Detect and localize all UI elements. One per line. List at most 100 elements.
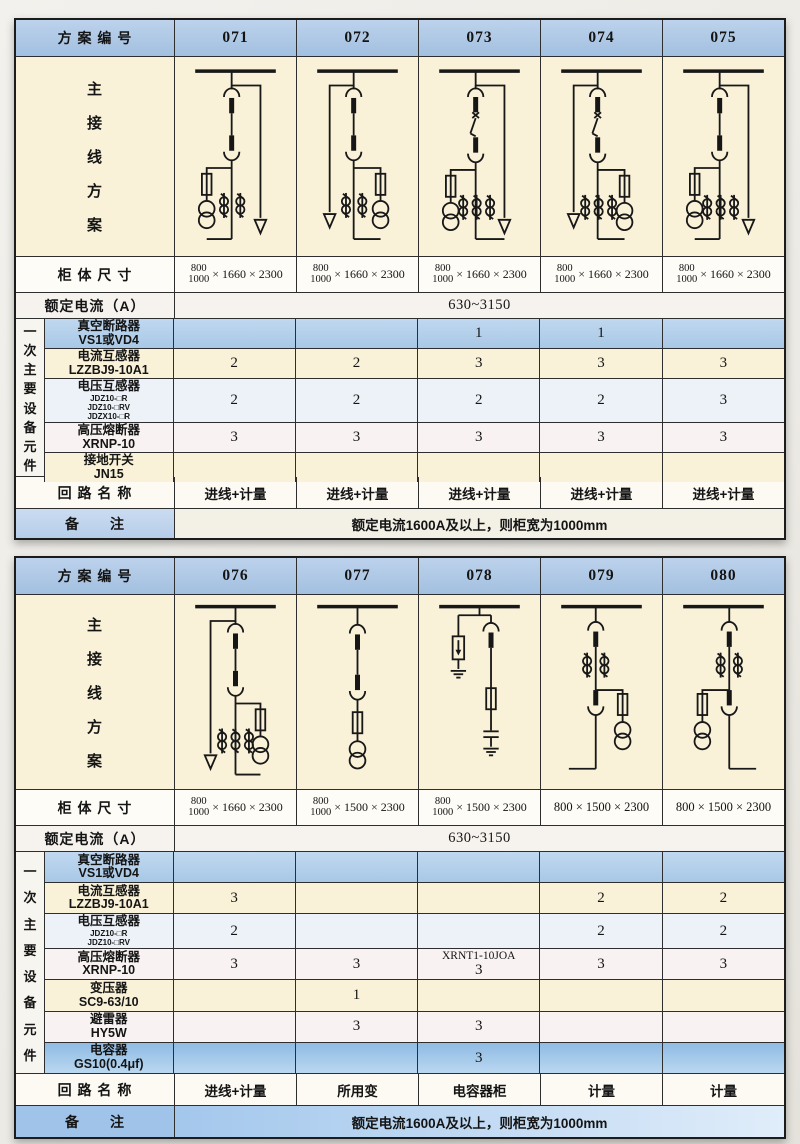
equipment-qty [294,1042,417,1073]
equipment-qty: 2 [539,914,661,949]
rated-current-value: 630~3150 [174,293,784,318]
circuit-name-label: 回 路 名 称 [57,1081,133,1098]
equipment-qty: 3 [294,949,417,980]
wiring-diagram-077 [296,595,418,789]
scheme-table-076-080: 方 案 编 号 076 077 078 079 080 主接线方案 [14,556,786,1139]
equipment-qty [294,914,417,949]
equipment-name: 接地开关 JN15 [44,453,173,483]
main-wiring-label: 主接线方案 [16,595,174,789]
rated-current-label: 额定电流（A） [44,297,146,314]
equipment-qty: 2 [539,379,661,423]
scheme-number: 078 [418,558,540,594]
circuit-name: 进线+计量 [418,477,540,508]
wiring-diagram-cells [174,57,784,256]
rated-current-label: 额定电流（A） [44,830,146,847]
cabinet-dimension: 800 1000 × 1660 × 2300 [296,257,418,292]
scheme-number: 077 [296,558,418,594]
equipment-qty [661,1011,784,1042]
wiring-label-char: 接 [86,115,103,132]
equipment-qty: 2 [172,914,295,949]
scheme-table-071-075: 方 案 编 号 071 072 073 074 075 主接线方案 [14,18,786,540]
wiring-label-char: 主 [86,81,103,98]
wiring-diagram-079 [540,595,662,789]
equipment-qty: 3 [539,949,661,980]
equipment-group-label-char: 元 [23,1021,37,1037]
circuit-name: 进线+计量 [540,477,662,508]
remark-text: 额定电流1600A及以上，则柜宽为1000mm [174,509,784,538]
equipment-qty [417,453,539,483]
equipment-name: 电压互感器 JDZ10-□R JDZ10-□RV JDZX10-□R [44,379,173,423]
rated-current-value: 630~3150 [174,826,784,851]
equipment-group-label-char: 设 [23,969,37,985]
equipment-name: 电流互感器 LZZBJ9-10A1 [44,883,173,914]
equipment-qty [172,319,295,348]
circuit-name-label: 回 路 名 称 [57,484,133,501]
circuit-name: 所用变 [296,1074,418,1105]
wiring-label-char: 案 [86,217,103,234]
dimension-fraction: 800 1000 [188,262,210,285]
equipment-qty: 3 [417,1042,539,1073]
circuit-name: 电容器柜 [418,1074,540,1105]
cabinet-dimension: 800 1000 × 1660 × 2300 [540,257,662,292]
equipment-qty [661,1042,784,1073]
equipment-name: 避雷器 HY5W [44,1011,173,1042]
wiring-label-char: 方 [86,718,103,736]
equipment-qty: 3 [539,349,661,378]
equipment-group-label-char: 备 [23,995,37,1011]
circuit-name: 进线+计量 [174,1074,296,1105]
scheme-number: 076 [174,558,296,594]
wiring-label-char: 主 [86,616,103,634]
remark-row: 备 注 额定电流1600A及以上，则柜宽为1000mm [16,1105,784,1137]
main-wiring-row: 主接线方案 [16,56,784,256]
cabinet-size-cells: 800 1000 × 1660 × 2300 800 1000 × 1660 × 2300… [174,257,784,292]
dimension-fraction: 800 1000 [188,795,210,818]
scheme-no-label: 方 案 编 号 [57,568,133,584]
equipment-qty: 2 [661,883,784,914]
primary-equipment-rows: 真空断路器 VS1或VD4 电流互感器 LZZBJ9-10A1 3 2 2 电压互感器 JDZ1… [44,852,784,1073]
equipment-group-label-char: 要 [23,381,37,397]
wiring-label-char: 线 [86,684,103,702]
dimension-fraction: 800 1000 [676,262,698,285]
wiring-diagram-074 [540,57,662,256]
equipment-qty [294,319,417,348]
equipment-qty: XRNT1-10JOA 3 [417,949,539,980]
equipment-qty: 3 [172,883,295,914]
equipment-row: 真空断路器 VS1或VD4 1 1 [44,319,784,348]
equipment-qty [417,980,539,1011]
equipment-qty: 2 [172,349,295,378]
equipment-name: 电流互感器 LZZBJ9-10A1 [44,349,173,378]
equipment-qty: 2 [417,379,539,423]
equipment-qty: 3 [417,349,539,378]
equipment-group-label-char: 设 [23,400,37,416]
equipment-qty [172,1042,295,1073]
equipment-group-label-char: 主 [23,916,37,932]
circuit-name-row: 回 路 名 称 进线+计量 进线+计量 进线+计量 进线+计量 进线+计量 [16,476,784,508]
equipment-qty [417,883,539,914]
rated-current-row: 额定电流（A） 630~3150 [16,292,784,318]
equipment-row: 电容器 GS10(0.4μf) 3 [44,1041,784,1073]
dimension-fraction: 800 1000 [432,262,454,285]
equipment-row: 接地开关 JN15 [44,452,784,483]
primary-equipment-rows: 真空断路器 VS1或VD4 1 1 电流互感器 LZZBJ9-10A1 2 2 3 3 3 电压互感器… [44,319,784,483]
equipment-name: 电压互感器 JDZ10-□R JDZ10-□RV [44,914,173,949]
equipment-qty [661,319,784,348]
equipment-name: 真空断路器 VS1或VD4 [44,319,173,348]
equipment-qty [539,1011,661,1042]
equipment-row: 高压熔断器 XRNP-10 3 3 XRNT1-10JOA 3 3 3 [44,948,784,980]
equipment-qty [172,453,295,483]
wiring-diagram-071 [174,57,296,256]
equipment-qty: 2 [172,379,295,423]
equipment-qty [417,852,539,883]
remark-text: 额定电流1600A及以上，则柜宽为1000mm [174,1106,784,1137]
equipment-group-label-char: 元 [23,438,37,454]
equipment-qty: 3 [539,423,661,453]
equipment-group-label-char: 备 [23,419,37,435]
cabinet-dimension: 800 × 1500 × 2300 [662,790,784,825]
equipment-qty: 2 [661,914,784,949]
equipment-qty [294,453,417,483]
cabinet-dimension: 800 × 1500 × 2300 [540,790,662,825]
equipment-qty [294,883,417,914]
equipment-qty: 3 [294,1011,417,1042]
equipment-group-label-char: 件 [23,1047,37,1063]
equipment-qty: 3 [661,423,784,453]
